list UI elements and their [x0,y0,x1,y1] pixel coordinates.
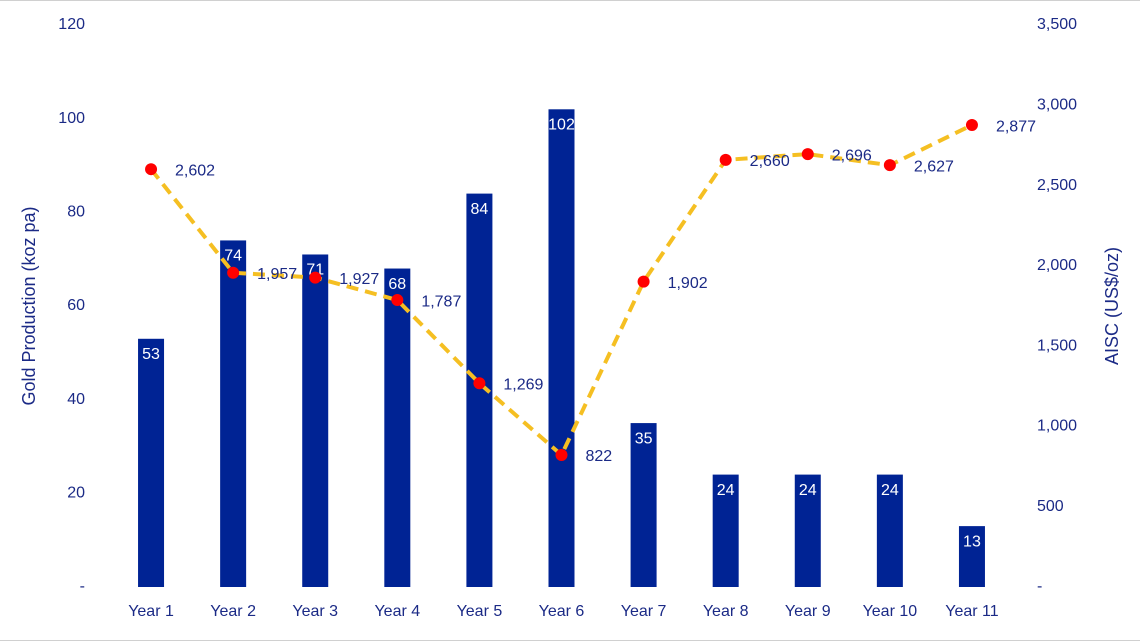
line-marker [391,294,404,307]
x-tick-label: Year 6 [539,603,585,620]
bar [794,474,821,587]
line-value-label: 1,902 [668,275,708,292]
y2-tick-label: 2,500 [1037,177,1077,194]
bar [876,474,903,587]
y-tick-label: 60 [67,297,85,314]
line-value-label: 2,877 [996,118,1036,135]
y-tick-label: - [80,578,85,595]
line-value-label: 2,696 [832,147,872,164]
x-tick-label: Year 1 [128,603,174,620]
x-tick-label: Year 3 [292,603,338,620]
bar-value-label: 13 [963,533,981,550]
bar-value-label: 84 [471,201,489,218]
line-marker [309,271,322,284]
bar [138,338,165,587]
x-tick-label: Year 2 [210,603,256,620]
bar-value-label: 35 [635,430,653,447]
line-value-label: 2,602 [175,162,215,179]
x-tick-label: Year 7 [621,603,667,620]
line-marker [555,449,568,462]
y2-tick-label: 3,000 [1037,97,1077,114]
bar-value-label: 24 [717,482,735,499]
bar [630,423,657,587]
x-tick-label: Year 10 [863,603,918,620]
line [149,123,973,459]
y-tick-label: 20 [67,485,85,502]
line-marker [473,377,486,390]
line-marker [883,159,896,172]
line-value-label: 2,660 [750,153,790,170]
bar-value-label: 102 [548,117,575,134]
line-value-label: 1,269 [503,376,543,393]
bar-value-label: 24 [881,482,899,499]
line-value-label: 1,927 [339,271,379,288]
line-marker [801,148,814,161]
bar-value-label: 24 [799,482,817,499]
bar [384,268,411,587]
y2-axis-title: AISC (US$/oz) [1102,247,1122,365]
bar-value-label: 53 [142,346,160,363]
y-tick-label: 40 [67,391,85,408]
line-value-label: 1,957 [257,266,297,283]
bar [548,109,575,588]
y-axis-title: Gold Production (koz pa) [19,206,39,405]
y2-tick-label: 1,500 [1037,337,1077,354]
x-tick-label: Year 8 [703,603,749,620]
x-tick-label: Year 4 [374,603,420,620]
bar [302,254,329,587]
y2-tick-label: - [1037,578,1042,595]
line-marker [145,163,158,176]
y2-tick-label: 3,500 [1037,16,1077,33]
y-tick-label: 80 [67,204,85,221]
x-tick-label: Year 5 [457,603,503,620]
line-value-label: 822 [586,448,613,465]
line-marker [965,119,978,132]
line-value-label: 1,787 [421,293,461,310]
bar [958,526,985,587]
line-value-label: 2,627 [914,158,954,175]
x-tick-label: Year 11 [945,603,998,620]
line-marker [637,275,650,288]
y-tick-label: 120 [58,16,85,33]
y2-tick-label: 2,000 [1037,257,1077,274]
bar [220,240,247,587]
line-marker [719,153,732,166]
line-marker [227,266,240,279]
bar-value-label: 68 [388,276,406,293]
y2-tick-label: 1,000 [1037,418,1077,435]
y2-tick-label: 500 [1037,498,1064,515]
y-tick-label: 100 [58,110,85,127]
bar-value-label: 74 [224,248,242,265]
x-tick-label: Year 9 [785,603,831,620]
bar [712,474,739,587]
